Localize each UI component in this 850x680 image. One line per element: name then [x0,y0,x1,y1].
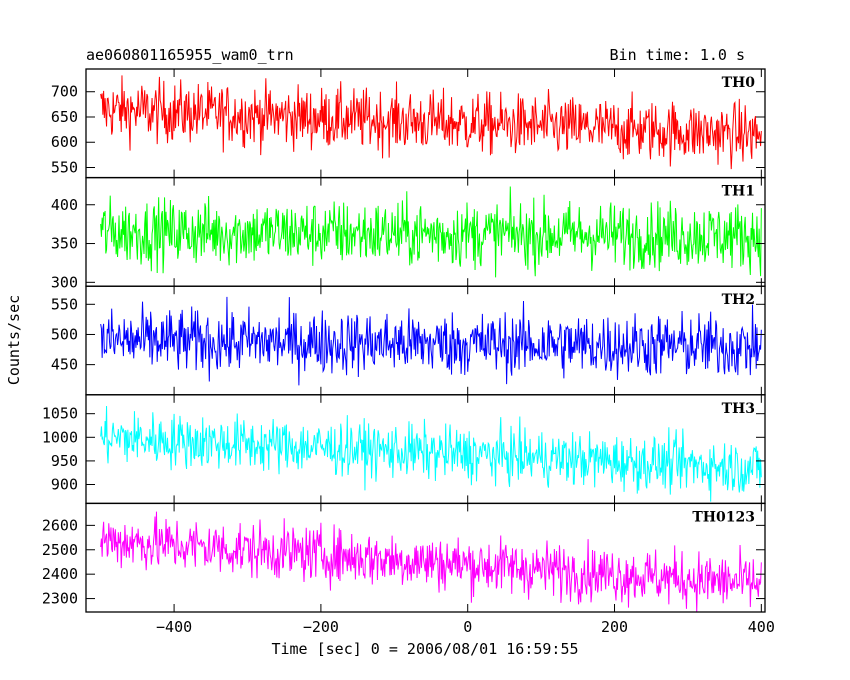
y-tick-label: 1000 [42,428,78,446]
panel-label-th3: TH3 [722,401,755,417]
y-tick-label: 650 [51,108,78,126]
y-tick-label: 600 [51,133,78,151]
y-tick-label: 700 [51,83,78,101]
panel-th0: 550 600 650 700 TH0 [51,68,766,179]
series-th1 [100,186,762,278]
x-axis-title: Time [sec] 0 = 2006/08/01 16:59:55 [271,640,578,658]
y-tick-label: 550 [51,295,78,313]
series-th3 [100,405,762,502]
y-tick-label: 2300 [42,590,78,608]
panel-label-th0123: TH0123 [692,509,755,525]
x-tick-label: −200 [303,618,339,636]
x-tick-label: 400 [748,618,775,636]
panel-label-th1: TH1 [722,184,755,200]
panel-frame [85,68,766,179]
y-axis-title: Counts/sec [5,295,23,385]
x-tick-label: 200 [601,618,628,636]
series-th2 [100,296,762,386]
y-tick-label: 2400 [42,565,78,583]
y-tick-label: 950 [51,452,78,470]
chart-title: ae060801165955_wam0_trn [86,46,294,64]
panel-label-th0: TH0 [722,75,756,91]
panel-frame [85,394,766,505]
y-tick-label: 900 [51,476,78,494]
y-tick-label: 550 [51,158,78,176]
y-tick-label: 1050 [42,405,78,423]
series-th0 [100,75,762,170]
y-tick-label: 300 [51,273,78,291]
y-tick-label: 500 [51,325,78,343]
x-axis-labels: −400 −200 0 200 400 [156,618,775,636]
y-tick-label: 400 [51,196,78,214]
panel-frame [85,502,766,613]
bin-time-label: Bin time: 1.0 s [610,46,745,64]
y-tick-label: 450 [51,356,78,374]
panel-th0123: 2300 2400 2500 2600 TH0123 [42,502,766,613]
x-tick-label: 0 [463,618,472,636]
y-tick-label: 2500 [42,541,78,559]
y-tick-label: 2600 [42,516,78,534]
x-tick-label: −400 [156,618,192,636]
panel-th3: 900 950 1000 1050 TH3 [42,394,766,505]
panel-th1: 300 350 400 TH1 [51,176,766,291]
panel-th2: 450 500 550 TH2 [51,285,766,396]
panel-label-th2: TH2 [722,292,755,308]
y-tick-label: 350 [51,235,78,253]
panel-stack: 550 600 650 700 TH0 300 350 400 TH1 450 500 550 TH2 9… [42,68,766,613]
series-th0123 [100,511,762,612]
